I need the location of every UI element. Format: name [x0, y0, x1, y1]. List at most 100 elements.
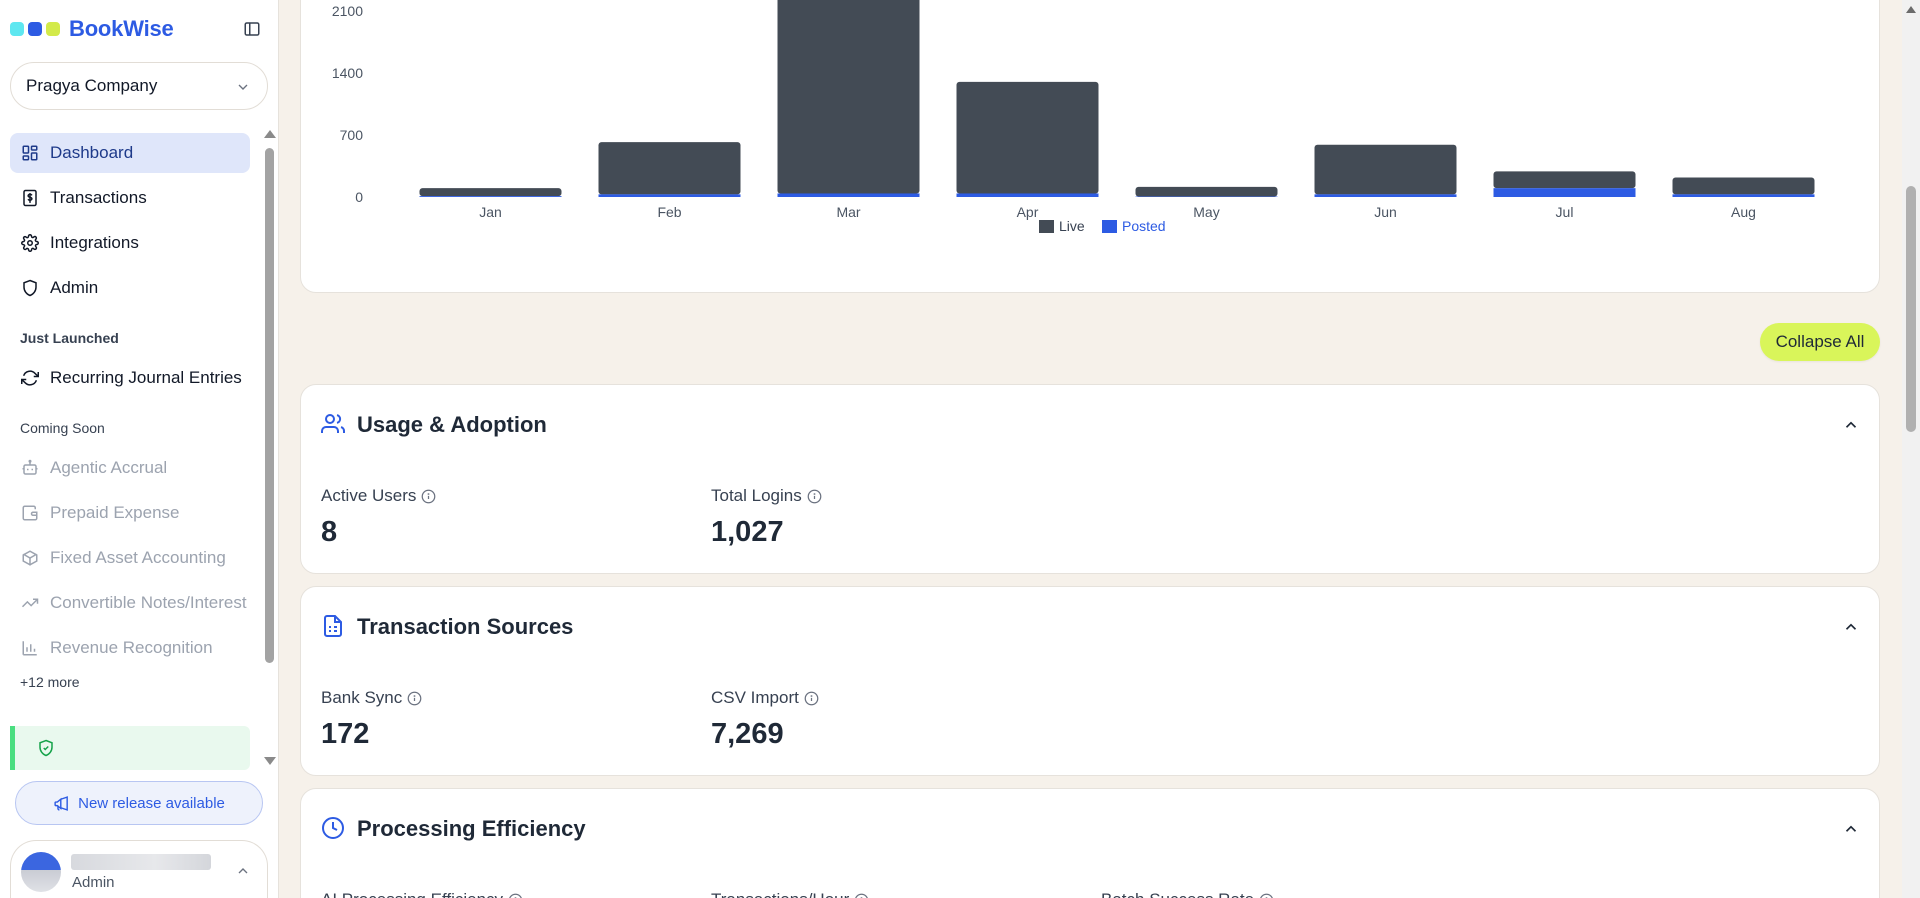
- sidebar-item-agentic-accrual[interactable]: Agentic Accrual: [10, 448, 250, 488]
- info-icon[interactable]: [807, 489, 822, 504]
- coming-soon-label: Coming Soon: [20, 420, 105, 436]
- sidebar-item-prepaid-expense[interactable]: Prepaid Expense: [10, 493, 250, 533]
- sidebar-item-revenue-recognition[interactable]: Revenue Recognition: [10, 628, 250, 668]
- y-tick-label-2: 1400: [332, 65, 363, 81]
- info-icon[interactable]: [1259, 893, 1274, 898]
- users-icon: [321, 414, 345, 433]
- sidebar-scroll-up[interactable]: [264, 130, 276, 138]
- bar-live-jul: [1493, 171, 1636, 189]
- info-icon[interactable]: [854, 893, 869, 898]
- section-title: Usage & Adoption: [357, 412, 547, 437]
- sidebar-item-dashboard[interactable]: Dashboard: [10, 133, 250, 173]
- sidebar-item-transactions[interactable]: Transactions: [10, 178, 250, 218]
- avatar: [21, 852, 61, 892]
- user-role: Admin: [72, 874, 115, 891]
- bar-live-jan: [419, 188, 562, 197]
- chevron-up-icon[interactable]: [1842, 618, 1860, 636]
- y-tick-label-3: 2100: [332, 3, 363, 19]
- transaction-sources-section: Transaction Sources Bank Sync 172 CSV Im…: [300, 586, 1880, 776]
- metric-label: CSV Import: [711, 688, 799, 707]
- processing-efficiency-section: Processing Efficiency AI Processing Effi…: [300, 788, 1880, 898]
- metric-bank-sync: Bank Sync 172: [321, 688, 422, 751]
- bar-posted-apr: [956, 193, 1099, 197]
- y-tick-label-1: 700: [340, 127, 364, 143]
- sidebar-item-label: Recurring Journal Entries: [50, 368, 242, 387]
- user-name-redacted: [71, 854, 211, 870]
- brand-logo[interactable]: BookWise: [10, 16, 174, 42]
- sidebar-scroll-down[interactable]: [264, 757, 276, 765]
- metric-total-logins: Total Logins 1,027: [711, 486, 822, 549]
- user-menu[interactable]: Admin: [10, 840, 268, 898]
- brand-dot-1: [10, 22, 24, 36]
- sidebar-item-admin[interactable]: Admin: [10, 268, 250, 308]
- sidebar-item-integrations[interactable]: Integrations: [10, 223, 250, 263]
- shield-check-icon: [39, 739, 53, 757]
- new-release-label: New release available: [78, 794, 225, 812]
- page-scrollbar-thumb[interactable]: [1906, 186, 1916, 432]
- company-name: Pragya Company: [26, 76, 158, 95]
- y-tick-label-0: 0: [355, 189, 363, 205]
- x-tick-label-jul: Jul: [1556, 204, 1574, 220]
- metric-active-users: Active Users 8: [321, 486, 436, 549]
- company-selector[interactable]: Pragya Company: [10, 62, 268, 110]
- metric-csv-import: CSV Import 7,269: [711, 688, 819, 751]
- x-tick-label-feb: Feb: [657, 204, 681, 220]
- brand-name: BookWise: [69, 16, 174, 41]
- sidebar-scrollbar-thumb[interactable]: [265, 148, 274, 663]
- sidebar-item-label: Admin: [50, 278, 99, 297]
- info-icon[interactable]: [508, 893, 523, 898]
- bar-live-mar: [777, 0, 920, 194]
- metric-value: 1,027: [711, 516, 784, 548]
- info-icon[interactable]: [407, 691, 422, 706]
- info-icon[interactable]: [421, 489, 436, 504]
- chevron-up-icon[interactable]: [1842, 416, 1860, 434]
- sidebar-item-label: Revenue Recognition: [50, 638, 213, 657]
- sidebar: BookWise Pragya Company Dashboard Transa…: [0, 0, 279, 898]
- usage-adoption-section: Usage & Adoption Active Users 8 Total Lo…: [300, 384, 1880, 574]
- megaphone-icon: [54, 795, 68, 811]
- chevron-up-icon: [238, 868, 248, 874]
- legend-swatch-live: [1039, 220, 1054, 233]
- more-features-link[interactable]: +12 more: [20, 674, 80, 690]
- refresh-icon: [21, 370, 39, 386]
- bar-live-aug: [1672, 177, 1815, 195]
- bar-live-may: [1135, 186, 1278, 197]
- just-launched-label: Just Launched: [20, 330, 119, 346]
- bar-posted-jul: [1493, 188, 1636, 197]
- brand-dots: [10, 22, 60, 36]
- main-content: 0 700 1400 2100 Jan Feb Mar Apr May Jun Jul Aug Live…: [280, 0, 1902, 898]
- new-release-button[interactable]: New release available: [15, 781, 263, 825]
- metric-batch-success-rate: Batch Success Rate: [1101, 890, 1274, 898]
- transactions-chart-card: 0 700 1400 2100 Jan Feb Mar Apr May Jun Jul Aug Live…: [300, 0, 1880, 293]
- section-title: Processing Efficiency: [357, 816, 586, 841]
- sidebar-toggle-icon[interactable]: [243, 20, 261, 38]
- x-tick-label-aug: Aug: [1731, 204, 1756, 220]
- page-scrollbar[interactable]: [1902, 0, 1920, 898]
- dashboard-icon: [22, 145, 38, 161]
- collapse-all-button[interactable]: Collapse All: [1760, 323, 1880, 361]
- legend-label-live: Live: [1059, 218, 1085, 234]
- metric-label: Total Logins: [711, 486, 802, 505]
- page-scroll-up[interactable]: [1906, 6, 1916, 13]
- sidebar-item-label: Agentic Accrual: [50, 458, 168, 477]
- sidebar-item-convertible-notes[interactable]: Convertible Notes/Interest: [10, 583, 250, 623]
- x-tick-label-jun: Jun: [1374, 204, 1397, 220]
- sidebar-item-label: Integrations: [50, 233, 139, 252]
- info-icon[interactable]: [804, 691, 819, 706]
- security-status-banner[interactable]: [10, 726, 250, 770]
- metric-label: Batch Success Rate: [1101, 890, 1254, 898]
- bar-posted-feb: [598, 194, 741, 197]
- sidebar-item-fixed-asset[interactable]: Fixed Asset Accounting: [10, 538, 250, 578]
- bar-live-jun: [1314, 144, 1457, 195]
- gear-icon: [21, 234, 39, 252]
- chevron-up-icon[interactable]: [1842, 820, 1860, 838]
- sidebar-item-recurring-journal[interactable]: Recurring Journal Entries: [10, 358, 250, 398]
- stacked-bar-chart: 0 700 1400 2100 Jan Feb Mar Apr May Jun Jul Aug Live…: [332, 0, 1815, 234]
- dollar-doc-icon: [23, 189, 37, 207]
- bar-posted-jun: [1314, 194, 1457, 197]
- metric-label: Active Users: [321, 486, 417, 505]
- legend-swatch-posted: [1102, 220, 1117, 233]
- bar-live-feb: [598, 142, 741, 195]
- metric-label: Transactions/Hour: [711, 890, 849, 898]
- x-tick-label-may: May: [1193, 204, 1219, 220]
